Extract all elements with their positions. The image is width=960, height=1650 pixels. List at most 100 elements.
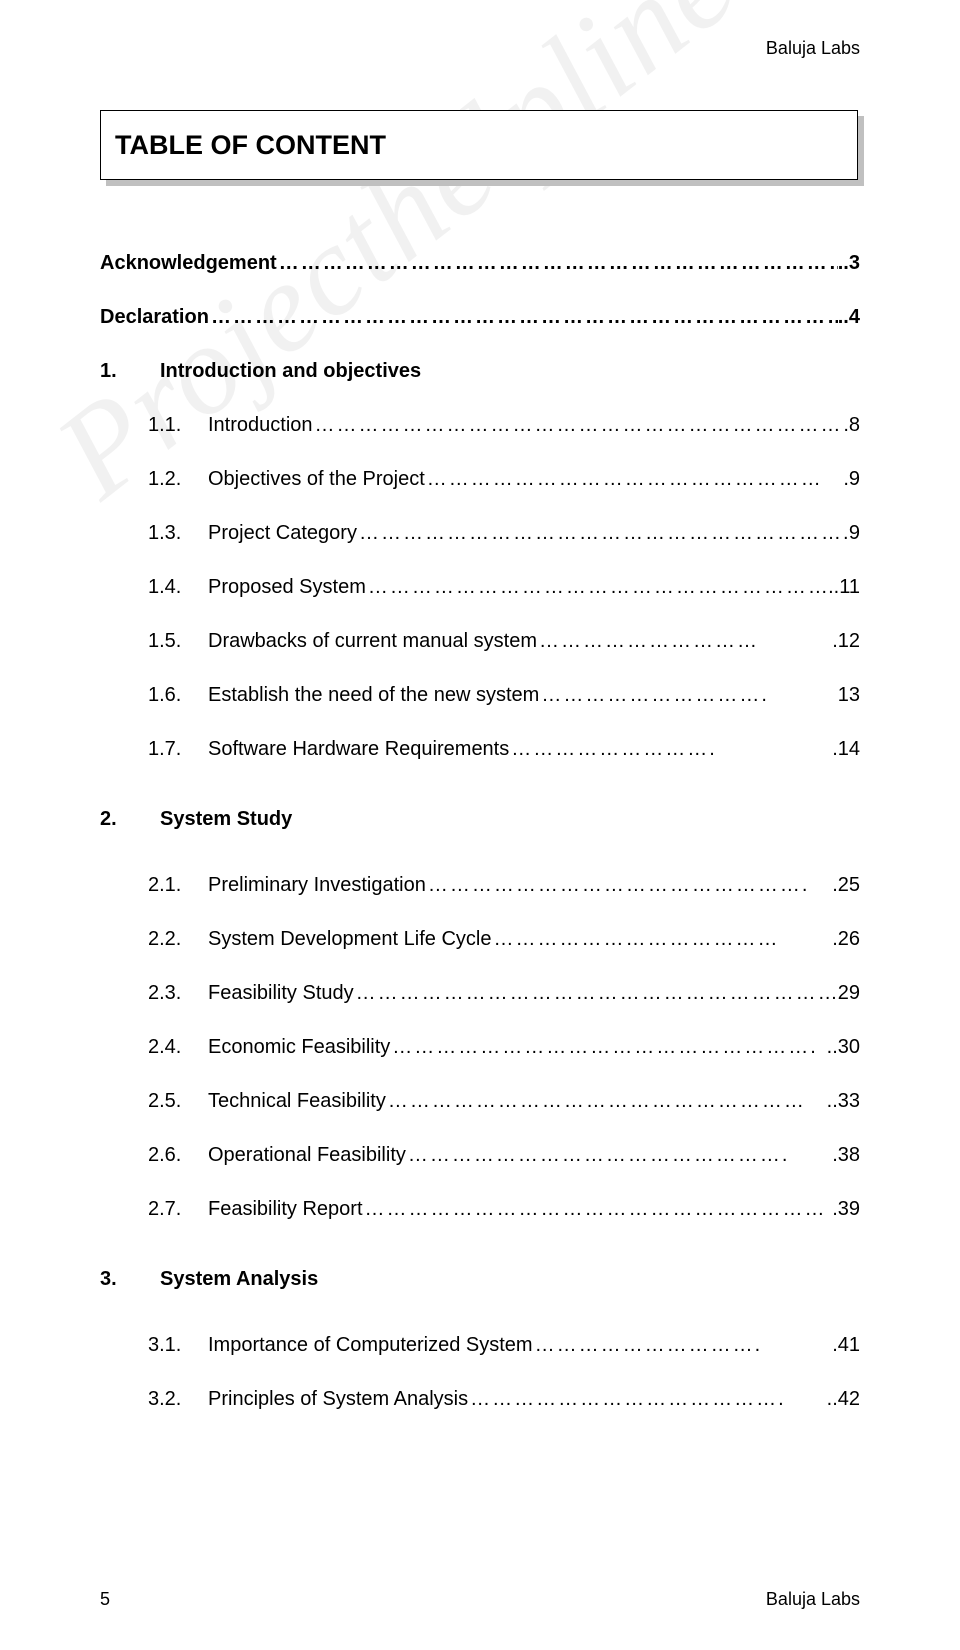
title-frame: TABLE OF CONTENT xyxy=(100,110,858,180)
toc-label: System Development Life Cycle xyxy=(208,926,491,952)
toc-entry: 2.3.Feasibility Study…………………………………………………… xyxy=(100,980,860,1006)
footer: 5 Baluja Labs xyxy=(0,1589,960,1610)
toc-entry: 3.2.Principles of System Analysis…………………… xyxy=(100,1386,860,1412)
toc-entry: 1.7.Software Hardware Requirements………………… xyxy=(100,736,860,762)
toc-leader: ………………………………………………… xyxy=(386,1088,827,1114)
toc-label: Technical Feasibility xyxy=(208,1088,386,1114)
toc-label: Preliminary Investigation xyxy=(208,872,426,898)
toc-page: .26 xyxy=(832,926,860,952)
title-box: TABLE OF CONTENT xyxy=(100,110,860,180)
footer-right: Baluja Labs xyxy=(766,1589,860,1610)
toc-page: ..11 xyxy=(828,574,860,600)
toc-entry: 1.Introduction and objectives xyxy=(100,358,860,384)
toc-page: ..3 xyxy=(838,250,860,276)
toc-page: 29 xyxy=(838,980,860,1006)
toc-leader: …………………………………………………………. xyxy=(354,980,838,1006)
toc-label: Declaration xyxy=(100,304,209,330)
toc-page: ..30 xyxy=(827,1034,860,1060)
toc-leader: ……………………………………………… xyxy=(425,466,844,492)
toc-label: Principles of System Analysis xyxy=(208,1386,468,1412)
toc-entry: 1.3.Project Category……………………………………………………… xyxy=(100,520,860,546)
toc-number: 2.2. xyxy=(148,926,208,952)
toc-page: .38 xyxy=(832,1142,860,1168)
toc-label: Software Hardware Requirements xyxy=(208,736,509,762)
toc-leader: ………………………………… xyxy=(491,926,832,952)
page-title: TABLE OF CONTENT xyxy=(115,130,386,161)
toc-number: 2.5. xyxy=(148,1088,208,1114)
toc-page: ..33 xyxy=(827,1088,860,1114)
toc-leader: …………………………………………………. xyxy=(390,1034,826,1060)
toc-leader: ………………………… xyxy=(537,628,832,654)
toc-page: ..42 xyxy=(827,1386,860,1412)
toc-number: 2.1. xyxy=(148,872,208,898)
toc-page: 13 xyxy=(838,682,860,708)
toc-number: 2.3. xyxy=(148,980,208,1006)
toc-entry: 1.2.Objectives of the Project……………………………… xyxy=(100,466,860,492)
toc-entry: Acknowledgement…………………………………………………………………… xyxy=(100,250,860,276)
toc-leader: …………………………………………………………. xyxy=(357,520,849,546)
toc-leader: ……………………………………………………… xyxy=(363,1196,833,1222)
toc-number: 2.6. xyxy=(148,1142,208,1168)
toc-entry: 2.4.Economic Feasibility…………………………………………… xyxy=(100,1034,860,1060)
toc-entry: 2.2.System Development Life Cycle…………………… xyxy=(100,926,860,952)
toc-label: Economic Feasibility xyxy=(208,1034,390,1060)
toc-label: Project Category xyxy=(208,520,357,546)
toc-entry: 1.4.Proposed System………………………………………………………… xyxy=(100,574,860,600)
toc-number: 3. xyxy=(100,1266,160,1292)
toc-number: 1. xyxy=(100,358,160,384)
toc-entry: 3.1.Importance of Computerized System………… xyxy=(100,1332,860,1358)
toc-number: 1.3. xyxy=(148,520,208,546)
toc-entry: 2.6.Operational Feasibility…………………………………… xyxy=(100,1142,860,1168)
toc-label: Drawbacks of current manual system xyxy=(208,628,537,654)
toc-page: .41 xyxy=(832,1332,860,1358)
toc-label: Establish the need of the new system xyxy=(208,682,539,708)
toc-entry: 1.6.Establish the need of the new system… xyxy=(100,682,860,708)
toc-page: 9 xyxy=(849,520,860,546)
toc-label: System Study xyxy=(160,806,292,832)
toc-page: .39 xyxy=(832,1196,860,1222)
toc-entry: Declaration……………………………………………………………………………… xyxy=(100,304,860,330)
toc-entry: 2.System Study xyxy=(100,806,860,832)
toc-page: .14 xyxy=(832,736,860,762)
toc-entry: 1.1.Introduction………………………………………………………………… xyxy=(100,412,860,438)
footer-page-number: 5 xyxy=(100,1589,110,1610)
toc-page: .25 xyxy=(832,872,860,898)
toc-label: System Analysis xyxy=(160,1266,318,1292)
toc-number: 1.4. xyxy=(148,574,208,600)
toc-number: 1.1. xyxy=(148,412,208,438)
toc-entry: 2.7.Feasibility Report………………………………………………… xyxy=(100,1196,860,1222)
toc-page: .12 xyxy=(832,628,860,654)
table-of-contents: Acknowledgement…………………………………………………………………… xyxy=(100,250,860,1412)
toc-entry: 3.System Analysis xyxy=(100,1266,860,1292)
toc-number: 3.1. xyxy=(148,1332,208,1358)
toc-label: Importance of Computerized System xyxy=(208,1332,533,1358)
toc-label: Feasibility Report xyxy=(208,1196,363,1222)
toc-leader: …………………………. xyxy=(533,1332,833,1358)
toc-leader: ………………………………………………………………………… xyxy=(277,250,838,276)
toc-label: Acknowledgement xyxy=(100,250,277,276)
toc-entry: 2.1.Preliminary Investigation……………………………… xyxy=(100,872,860,898)
toc-number: 2.4. xyxy=(148,1034,208,1060)
toc-leader: ………………………. xyxy=(509,736,832,762)
toc-number: 1.6. xyxy=(148,682,208,708)
toc-leader: ………………………………………………………………………………… xyxy=(209,304,838,330)
toc-leader: …………………………. xyxy=(539,682,837,708)
toc-label: Proposed System xyxy=(208,574,366,600)
toc-leader: ……………………………………. xyxy=(468,1386,827,1412)
toc-page: .9 xyxy=(843,466,860,492)
toc-number: 2. xyxy=(100,806,160,832)
toc-number: 1.5. xyxy=(148,628,208,654)
toc-leader: ……………………………………………. xyxy=(426,872,832,898)
toc-number: 1.2. xyxy=(148,466,208,492)
toc-page: ..4 xyxy=(838,304,860,330)
toc-leader: ……………………………………………………………………… xyxy=(313,412,849,438)
toc-page: 8 xyxy=(849,412,860,438)
toc-label: Introduction and objectives xyxy=(160,358,421,384)
toc-entry: 1.5.Drawbacks of current manual system……… xyxy=(100,628,860,654)
toc-label: Introduction xyxy=(208,412,313,438)
toc-label: Feasibility Study xyxy=(208,980,354,1006)
toc-label: Objectives of the Project xyxy=(208,466,425,492)
header-right: Baluja Labs xyxy=(766,38,860,59)
toc-label: Operational Feasibility xyxy=(208,1142,406,1168)
toc-number: 1.7. xyxy=(148,736,208,762)
